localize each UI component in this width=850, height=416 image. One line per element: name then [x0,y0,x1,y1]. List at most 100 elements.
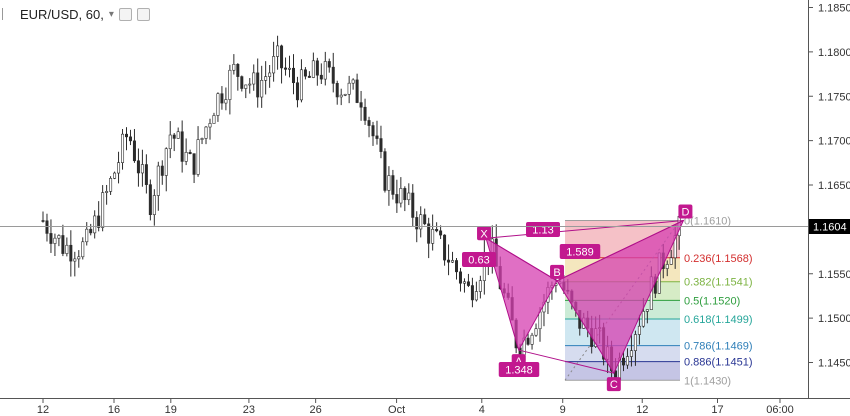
pattern-ratio-line [556,220,684,282]
candle-body [244,84,248,89]
candle-body [303,69,307,77]
candle-body [113,172,117,179]
candle-body [160,165,164,176]
candle-body [252,72,256,85]
candle-body [327,61,331,68]
candle-body [81,241,85,258]
candle-body [224,99,228,104]
menu-icon[interactable] [2,8,15,20]
y-tick-label: 1.1750 [818,91,850,103]
candle-body [109,178,113,192]
candle-body [65,244,69,254]
x-tick-label: 4 [479,404,485,416]
x-tick-label: 12 [37,404,49,416]
candle-body [665,264,669,269]
candle-body [196,139,200,175]
candle-body [291,67,295,84]
candle-body [455,260,459,273]
candle-body [276,45,280,57]
candle-body [419,214,423,230]
candle-body [121,133,125,163]
pattern-point-B[interactable]: B [553,267,560,279]
last-price-badge: 1.1604 [809,219,850,234]
candle-body [371,125,375,137]
pattern-ratio-line [485,220,684,239]
candle-body [184,152,188,162]
candle-body [89,228,93,234]
candle-body [411,192,415,218]
ratio-label-xd[interactable]: 1.13 [532,225,553,237]
ratio-label-bd[interactable]: 1.589 [566,247,594,259]
candle-body [641,311,645,327]
candle-body [474,291,478,301]
candle-body [132,140,136,162]
candle-body [268,72,272,77]
candle-body [232,64,236,71]
candle-body [633,334,637,351]
pattern-point-D[interactable]: D [681,207,689,219]
candle-body [451,260,455,263]
candle-body [526,337,530,345]
price-axis[interactable]: 1.18501.18001.17501.17001.16501.16001.15… [808,3,850,370]
candle-body [61,235,65,254]
candle-body [216,93,220,116]
candle-body [435,228,439,232]
pattern-point-bg [550,264,565,279]
pattern-point-X[interactable]: X [480,228,488,240]
candle-body [295,82,299,101]
candle-body [387,175,391,191]
candle-body [534,328,538,336]
candle-body [383,151,387,191]
candle-body [97,215,101,228]
pattern-point-bg [477,226,492,241]
candle-body [260,80,264,98]
time-axis[interactable]: 12 16 19 23 26 Oct 4 9 12 17 06:00 [37,398,794,416]
x-tick-label: 06:00 [766,404,794,416]
settings-icon[interactable] [118,7,132,21]
symbol-title[interactable]: EUR/USD, 60, [20,6,104,22]
y-tick-label: 1.1800 [818,47,850,59]
candle-body [621,357,625,366]
candle-body [220,93,224,104]
candle-body [359,102,363,108]
candle-body [168,134,172,150]
candle-body [124,133,128,138]
ratio-label-xab[interactable]: 0.63 [468,255,489,267]
candle-body [363,106,367,121]
candle-body [280,45,284,69]
candle-body [462,281,466,284]
candle-body [669,257,673,265]
fib-level-label: 0.382(1.1541) [684,277,753,289]
candle-body [307,75,311,78]
candle-body [256,72,260,98]
chevron-down-icon[interactable]: ▾ [108,8,114,20]
candle-body [315,60,319,76]
pattern-point-C[interactable]: C [610,379,618,391]
candle-body [629,350,633,357]
candle-body [93,215,97,234]
candle-body [339,94,343,98]
candle-body [105,191,109,193]
candle-body [530,334,534,345]
candle-body [439,230,443,236]
candle-body [288,67,292,70]
candle-body [53,237,57,244]
candle-body [399,188,403,204]
candle-body [164,148,168,176]
ratio-label-ac[interactable]: 1.348 [505,365,533,377]
close-icon[interactable] [136,7,150,21]
x-tick-label: 23 [243,404,255,416]
pattern-ratio-line [485,237,558,282]
ratio-label-xd-bg [526,222,560,237]
candle-body [45,220,49,234]
fib-level-label: 0.786(1.1469) [684,341,753,353]
candle-body [77,256,81,260]
x-tick-label: 26 [310,404,322,416]
last-price-label: 1.1604 [813,222,847,234]
fib-level-label: 0.886(1.1451) [684,357,753,369]
candle-body [375,135,379,139]
y-tick-label: 1.1700 [818,136,850,148]
fib-zone [565,361,680,381]
